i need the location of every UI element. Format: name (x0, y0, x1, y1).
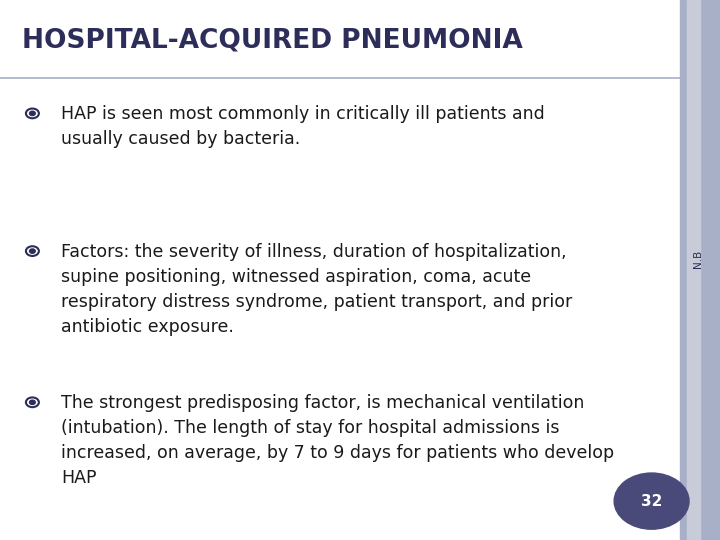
Bar (687, 0, 700, 540)
Circle shape (30, 400, 35, 404)
Circle shape (30, 249, 35, 253)
Circle shape (26, 397, 39, 407)
Circle shape (614, 473, 689, 529)
Circle shape (30, 111, 35, 116)
Text: The strongest predisposing factor, is mechanical ventilation
(intubation). The l: The strongest predisposing factor, is me… (61, 394, 614, 487)
Circle shape (26, 246, 39, 256)
Bar (680, 0, 720, 540)
Text: Factors: the severity of illness, duration of hospitalization,
supine positionin: Factors: the severity of illness, durati… (61, 243, 572, 336)
Text: N.B: N.B (693, 250, 703, 268)
Text: 32: 32 (641, 494, 662, 509)
Text: HOSPITAL-ACQUIRED PNEUMONIA: HOSPITAL-ACQUIRED PNEUMONIA (22, 28, 522, 53)
Circle shape (26, 109, 39, 118)
Text: HAP is seen most commonly in critically ill patients and
usually caused by bacte: HAP is seen most commonly in critically … (61, 105, 545, 148)
